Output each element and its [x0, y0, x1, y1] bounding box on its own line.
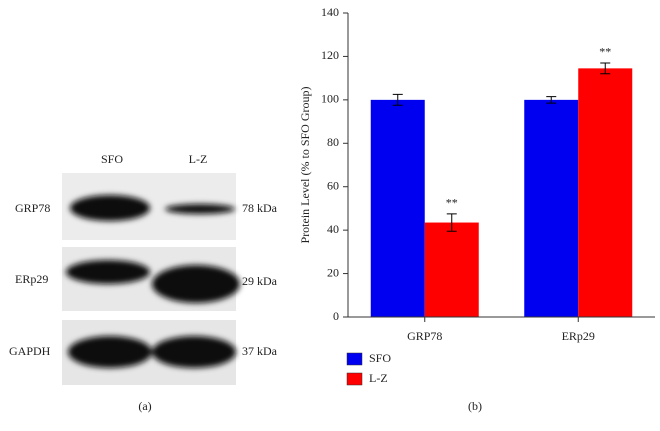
x-tick-label: GRP78: [407, 329, 442, 343]
row-label: GRP78: [15, 201, 50, 215]
blot-panel: SFO L-Z GRP78 ERp29 GAPDH 78 kDa 29 kDa …: [9, 152, 278, 413]
significance: **: [599, 45, 611, 59]
bar: [524, 99, 579, 317]
y-tick-label: 80: [327, 135, 339, 149]
lane-label: SFO: [101, 152, 123, 166]
row-label: ERp29: [15, 272, 48, 286]
row-label: GAPDH: [9, 344, 51, 358]
error-bar: [546, 96, 557, 104]
legend-swatch: [346, 352, 363, 366]
x-tick-label: ERp29: [562, 329, 595, 343]
y-axis-label: Protein Level (% to SFO Group): [298, 87, 312, 244]
size-label: 29 kDa: [242, 274, 278, 288]
caption: (b): [468, 399, 482, 413]
y-tick-label: 100: [321, 92, 339, 106]
y-tick-label: 40: [327, 222, 339, 236]
y-tick-label: 60: [327, 178, 339, 192]
bar: [578, 68, 633, 317]
caption: (a): [138, 399, 151, 413]
size-label: 37 kDa: [242, 344, 278, 358]
size-label: 78 kDa: [242, 201, 278, 215]
legend-swatch: [346, 372, 363, 386]
legend-label: SFO: [369, 351, 391, 365]
error-bar: [392, 93, 403, 106]
error-bar: [446, 213, 457, 232]
legend-label: L-Z: [369, 371, 388, 385]
significance: **: [446, 196, 458, 210]
lane-label: L-Z: [189, 152, 208, 166]
bar: [424, 222, 479, 317]
y-tick-label: 140: [321, 5, 339, 19]
y-tick-label: 20: [327, 265, 339, 279]
bar: [370, 99, 425, 317]
y-tick-label: 120: [321, 48, 339, 62]
y-tick-label: 0: [333, 309, 339, 323]
bands: [66, 195, 240, 368]
error-bar: [600, 62, 611, 75]
bar-chart: (b) Protein Level (% to SFO Group) 0 20 40…: [298, 5, 655, 413]
